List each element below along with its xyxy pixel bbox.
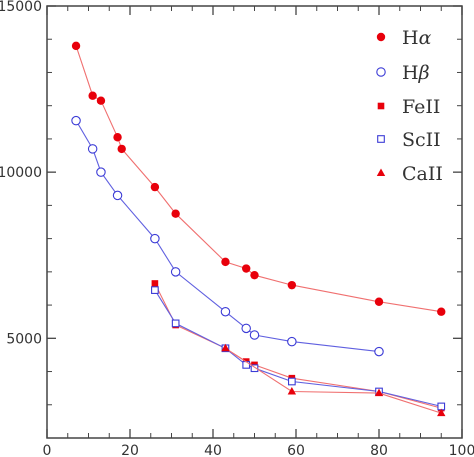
legend-marker	[377, 135, 385, 143]
legend-marker	[376, 168, 386, 176]
data-point	[437, 307, 446, 316]
legend-marker	[376, 32, 386, 42]
data-point	[374, 346, 384, 357]
legend-label-greek: α	[419, 27, 432, 49]
legend-label: ScII	[402, 129, 441, 151]
legend-label: FeII	[402, 96, 440, 118]
x-tick-label: 0	[43, 443, 52, 457]
x-tick-label: 60	[287, 443, 305, 457]
legend-label-greek: β	[418, 62, 430, 84]
y-tick-label: 15000	[0, 0, 42, 15]
legend-marker	[376, 67, 386, 77]
data-point	[88, 91, 97, 100]
legend-label: Hα	[402, 27, 432, 49]
data-point	[96, 167, 106, 177]
legend-item: Hα	[376, 27, 432, 49]
plot-frame	[46, 5, 463, 439]
x-tick-label: 100	[449, 443, 474, 457]
data-point	[374, 388, 384, 397]
legend-label: Hβ	[402, 62, 430, 84]
data-point	[221, 257, 230, 267]
y-tick-label: 5000	[6, 331, 42, 347]
series-line	[154, 289, 442, 407]
data-point	[87, 144, 98, 154]
data-point	[112, 190, 123, 201]
data-point	[241, 323, 251, 334]
series-line	[75, 45, 442, 313]
series-line	[225, 347, 442, 414]
legend-marker	[377, 102, 385, 110]
data-point	[287, 280, 297, 290]
data-point	[170, 267, 181, 277]
legend-item: ScII	[377, 129, 441, 151]
legend-label: CaII	[402, 163, 443, 185]
data-point	[96, 96, 106, 105]
data-point	[374, 297, 384, 306]
legend-label-text: H	[402, 62, 419, 84]
data-point	[71, 41, 81, 51]
data-point	[151, 286, 159, 294]
series-line	[154, 283, 442, 409]
series-h-0	[71, 41, 446, 316]
x-tick-label: 80	[370, 443, 388, 457]
data-point	[117, 144, 126, 154]
data-point	[437, 408, 446, 417]
data-point	[71, 115, 81, 126]
data-point	[249, 330, 260, 340]
legend-label-text: H	[402, 27, 419, 49]
y-tick-label: 10000	[0, 165, 42, 181]
data-point	[250, 270, 259, 280]
data-point	[150, 233, 160, 244]
legend-item: FeII	[377, 96, 440, 118]
data-point	[287, 377, 296, 386]
data-point	[150, 182, 160, 192]
data-point	[242, 264, 251, 273]
series-scii	[151, 286, 446, 411]
data-point	[151, 280, 159, 287]
data-point	[171, 319, 180, 328]
data-point	[113, 133, 122, 142]
data-point	[250, 364, 259, 373]
series-layer	[71, 41, 446, 417]
x-tick-label: 40	[204, 443, 222, 457]
data-point	[171, 209, 180, 218]
series-h-1	[71, 115, 384, 357]
data-point	[221, 343, 230, 352]
legend-label-text: FeII	[402, 96, 440, 118]
data-point	[287, 386, 297, 395]
series-caii	[221, 343, 446, 417]
legend-label-text: ScII	[402, 129, 441, 151]
legend-item: CaII	[376, 163, 443, 185]
data-point	[220, 306, 231, 317]
data-point	[287, 336, 297, 347]
legend-label-text: CaII	[402, 163, 443, 185]
data-point	[242, 361, 251, 369]
series-line	[75, 120, 380, 353]
x-tick-label: 20	[121, 443, 139, 457]
legend-item: Hβ	[376, 62, 430, 84]
